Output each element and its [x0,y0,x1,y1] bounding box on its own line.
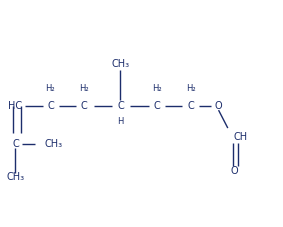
Text: CH₃: CH₃ [45,139,63,149]
Text: C: C [154,101,160,111]
Text: H₂: H₂ [152,84,162,93]
Text: C: C [47,101,54,111]
Text: H₂: H₂ [46,84,55,93]
Text: C: C [187,101,194,111]
Text: H₂: H₂ [186,84,195,93]
Text: H₂: H₂ [79,84,89,93]
Text: C: C [12,139,19,149]
Text: C: C [117,101,124,111]
Text: CH₃: CH₃ [112,59,130,69]
Text: CH: CH [234,132,248,142]
Text: C: C [81,101,87,111]
Text: CH₃: CH₃ [6,172,24,183]
Text: O: O [230,166,238,176]
Text: H: H [117,117,124,126]
Text: O: O [215,101,222,111]
Text: HC: HC [8,101,22,111]
